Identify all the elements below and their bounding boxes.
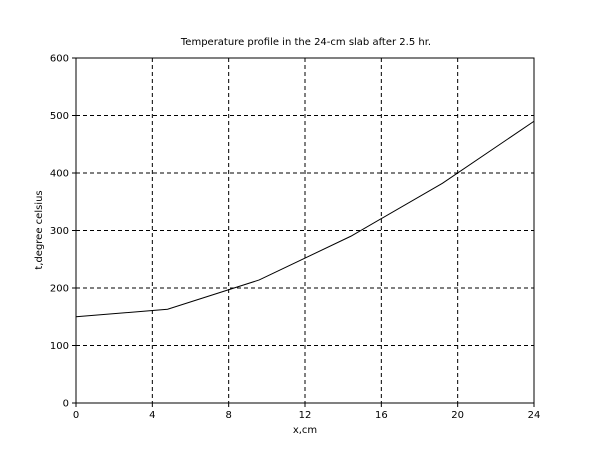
- x-tick-label: 4: [149, 410, 155, 421]
- y-tick-label: 500: [50, 111, 69, 122]
- x-axis-label: x,cm: [293, 425, 317, 436]
- x-tick-label: 0: [73, 410, 79, 421]
- y-axis-label: t,degree celsius: [34, 190, 45, 269]
- x-tick-label: 20: [451, 410, 464, 421]
- chart-title: Temperature profile in the 24-cm slab af…: [180, 37, 431, 48]
- x-tick-label: 12: [299, 410, 312, 421]
- series-line: [75, 120, 535, 318]
- x-tick-label: 16: [375, 410, 388, 421]
- plot-layer: 0 4 8 12 16 20 24 0 100 200 300 400 500 600: [50, 54, 540, 422]
- y-tick-label: 600: [50, 54, 69, 65]
- y-tick-label: 400: [50, 169, 69, 180]
- y-tick-label: 200: [50, 284, 69, 295]
- y-tick-label: 0: [63, 399, 69, 410]
- x-tick-label: 8: [225, 410, 231, 421]
- y-tick-label: 300: [50, 226, 69, 237]
- x-tick-label: 24: [528, 410, 541, 421]
- y-tick-label: 100: [50, 341, 69, 352]
